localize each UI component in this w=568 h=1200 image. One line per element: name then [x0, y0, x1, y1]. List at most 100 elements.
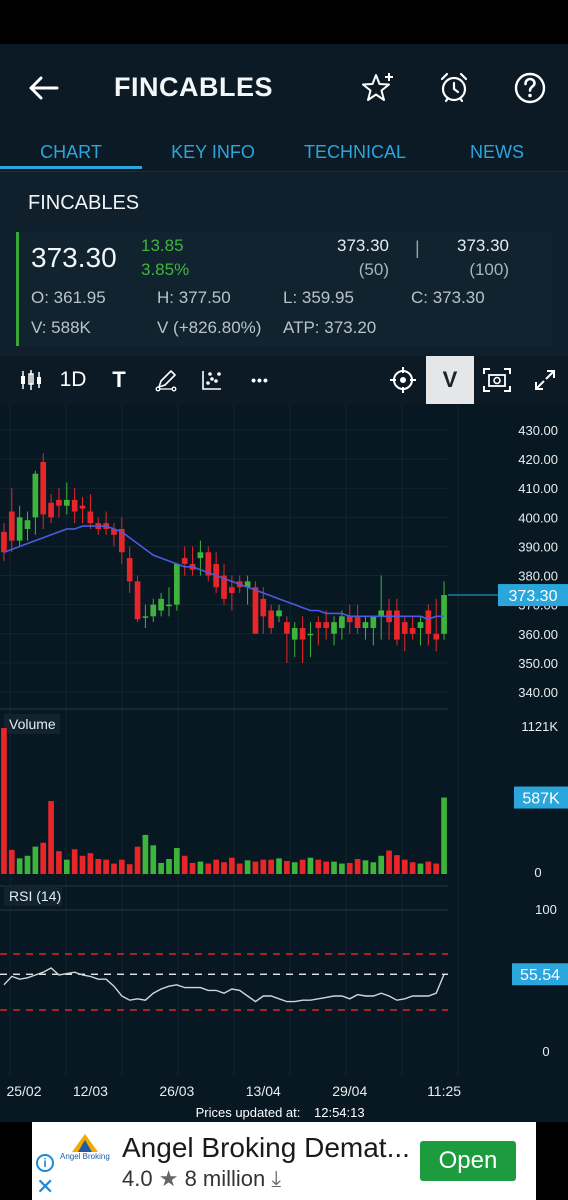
volume-bar: [174, 847, 180, 874]
star-add-icon: [362, 73, 393, 101]
ad-info-icon[interactable]: i: [36, 1154, 54, 1172]
camera-icon: [483, 368, 511, 392]
candle-body: [291, 627, 298, 640]
indicators-button[interactable]: [196, 356, 228, 404]
volume-bar: [339, 863, 345, 874]
rsi-pane-label: RSI (14): [9, 888, 61, 904]
ad-open-button[interactable]: Open: [420, 1141, 516, 1181]
prices-updated-time: 12:54:13: [314, 1105, 365, 1120]
bid-quantity: (50): [358, 260, 389, 279]
prices-updated-label: Prices updated at:: [196, 1105, 301, 1120]
tab-key-info[interactable]: KEY INFO: [171, 142, 255, 162]
candle-body: [276, 610, 282, 617]
candle-body: [126, 558, 133, 582]
candle-body: [252, 587, 259, 634]
volume-axis-label: 0: [534, 865, 541, 880]
volume-bar: [236, 863, 243, 874]
interval-button[interactable]: 1D: [59, 368, 87, 391]
screenshot-button[interactable]: [480, 356, 514, 404]
candle-body: [118, 528, 125, 553]
open-price: O: 361.95: [31, 288, 106, 307]
volume-bar: [362, 860, 369, 874]
candle-body: [48, 502, 54, 518]
text-tool-button[interactable]: T: [112, 367, 126, 392]
candle-body: [370, 616, 377, 628]
ask-price: 373.30: [457, 236, 509, 255]
candle-body: [409, 627, 416, 634]
x-axis-label: 12/03: [73, 1083, 108, 1099]
candle-body: [87, 511, 94, 524]
tab-technical[interactable]: TECHNICAL: [303, 142, 406, 162]
candle-body: [425, 610, 432, 634]
bid-price: 373.30: [337, 236, 389, 255]
candle-body: [56, 499, 62, 506]
volume-bar: [205, 863, 212, 874]
fullscreen-button[interactable]: [528, 356, 562, 404]
ad-card[interactable]: i ✕ Angel Broking Angel Broking Demat...…: [32, 1122, 536, 1200]
volume-bar: [1, 728, 7, 874]
candle-body: [244, 581, 251, 588]
crosshair-icon: [390, 367, 416, 393]
high-price: H: 377.50: [157, 288, 231, 307]
download-icon: ⤓: [271, 1166, 282, 1191]
volume-bar: [16, 858, 23, 874]
crosshair-button[interactable]: [386, 356, 420, 404]
candle-body: [8, 511, 15, 541]
price-axis-label: 420.00: [518, 452, 558, 467]
candle-body: [268, 610, 274, 628]
ad-installs: 8 million: [184, 1166, 266, 1191]
candle-body: [40, 462, 47, 515]
volume-bar: [142, 834, 149, 874]
back-button[interactable]: [24, 70, 64, 106]
volume-bar: [71, 849, 78, 874]
volume-bar: [87, 853, 94, 874]
volume-bar: [386, 850, 392, 874]
chart-svg[interactable]: 430.00420.00410.00400.00390.00380.00370.…: [0, 404, 568, 1122]
candle-body: [441, 595, 447, 634]
volume-bar: [56, 851, 62, 874]
candle-body: [229, 587, 235, 594]
volume-bar: [189, 862, 196, 874]
chart-type-button[interactable]: [14, 356, 48, 404]
bid-ask-separator: |: [415, 238, 420, 258]
price-axis-label: 390.00: [518, 539, 558, 554]
volume-bar: [378, 855, 385, 874]
chart-area[interactable]: 430.00420.00410.00400.00390.00380.00370.…: [0, 404, 568, 1124]
volume-bar: [441, 797, 447, 874]
price-axis-label: 380.00: [518, 569, 558, 584]
volume-bar: [331, 861, 337, 874]
symbol-label: FINCABLES: [28, 192, 140, 214]
candle-body: [174, 563, 180, 605]
price-axis-label: 340.00: [518, 685, 558, 700]
active-tab-indicator: [0, 166, 142, 169]
volume-bar: [252, 861, 259, 874]
tab-chart[interactable]: CHART: [40, 142, 102, 162]
tab-news[interactable]: NEWS: [470, 142, 524, 162]
volume-stat: V: 588K: [31, 318, 91, 337]
ad-close-icon[interactable]: ✕: [36, 1174, 55, 1199]
volume-toggle-button[interactable]: V: [426, 356, 474, 404]
alarm-clock-icon: [440, 72, 468, 103]
rsi-value-tag: 55.54: [520, 967, 560, 984]
alert-button[interactable]: [434, 68, 474, 108]
volume-bar: [181, 855, 188, 874]
volume-bar: [260, 859, 267, 874]
pencil-icon: [155, 370, 177, 392]
candle-body: [221, 575, 227, 599]
chart-toolbar: 1D T ••• V: [0, 356, 568, 404]
volume-axis-label: 1121K: [521, 719, 558, 734]
volume-bar: [8, 849, 15, 874]
add-watchlist-button[interactable]: [358, 68, 398, 108]
candle-body: [346, 616, 353, 623]
volume-bar: [197, 861, 204, 874]
candle-body: [158, 598, 164, 611]
price-change: 13.85: [141, 236, 184, 255]
volume-change-stat: V (+826.80%): [157, 318, 262, 337]
help-button[interactable]: [510, 68, 550, 108]
draw-tool-button[interactable]: [150, 356, 182, 404]
more-options-button[interactable]: •••: [251, 372, 269, 388]
rsi-tag-bg: [512, 963, 568, 986]
candle-body: [284, 622, 290, 634]
candle-body: [307, 633, 314, 636]
price-axis-label: 430.00: [518, 423, 558, 438]
